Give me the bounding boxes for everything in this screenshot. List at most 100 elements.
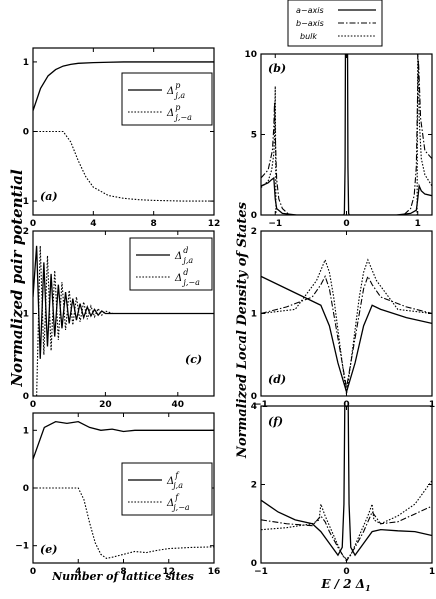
panel-e: 0 4 8 12 16−101(e)Δf j,aΔf j,−a: [15, 412, 221, 577]
panel-e-xtick-label: 0: [30, 567, 36, 577]
panel-f-series-dotted: [261, 480, 432, 560]
panel-a-legend-entry: Δp j,−a: [166, 103, 192, 122]
panel-a-ytick-label: −1: [15, 197, 29, 207]
right-x-axis-label: E / 2 Δ1: [320, 577, 370, 593]
left-x-axis-label: Number of lattice sites: [51, 570, 194, 583]
panel-c-legend-entry: Δd j,−a: [174, 268, 200, 287]
top-legend: a−axis b−axis bulk: [287, 0, 383, 47]
legend-sup: p: [175, 103, 180, 112]
panel-a-xtick-label: 12: [208, 219, 221, 229]
panel-e-legend-entry: Δf j,−a: [166, 493, 190, 512]
panel-b-label: (b): [268, 62, 286, 75]
panel-d-label: (d): [268, 373, 286, 386]
panel-e-legend-entry: Δf j,a: [166, 471, 183, 490]
panel-a-xtick-label: 0: [30, 219, 36, 229]
panel-f-ytick-label: 0: [251, 559, 257, 569]
panel-c-series-group: [33, 245, 214, 396]
panel-c-xtick-label: 0: [30, 400, 36, 410]
top-legend-label-b-axis: b−axis: [296, 19, 324, 28]
left-y-axis-label: Normalized pair potential: [8, 169, 26, 388]
panel-b-series-dashdot: [261, 60, 432, 215]
panel-e-ytick-label: 0: [23, 484, 29, 494]
panel-e-series-dotted: [33, 487, 214, 559]
panel-d-series-dashdot: [261, 274, 432, 388]
legend-sub: j,a: [171, 481, 183, 490]
panel-c-xtick-label: 40: [172, 400, 185, 410]
panel-b-ytick-label: 0: [251, 211, 257, 221]
panel-d-ytick-label: 0: [251, 392, 257, 402]
panel-e-xtick-label: 16: [208, 567, 221, 577]
legend-sub: j,−a: [171, 503, 190, 512]
legend-symbol: Δ: [166, 476, 174, 487]
panel-e-ytick-label: −1: [15, 542, 29, 552]
panel-c-ytick-label: 2: [23, 227, 29, 237]
panel-f-xtick-label: 0: [343, 567, 349, 577]
panel-e-series-solid: [33, 420, 214, 460]
panel-a-ytick-label: 1: [23, 58, 29, 68]
panel-c-ytick-label: 0: [23, 392, 29, 402]
panel-f-label: (f): [268, 415, 283, 428]
panel-b-ytick-label: 10: [244, 50, 257, 60]
panel-d-xtick-label: 0: [343, 400, 349, 410]
panel-b-ytick-label: 5: [251, 131, 257, 141]
panel-b-frame: [260, 53, 433, 216]
legend-symbol: Δ: [166, 86, 174, 97]
panel-a-series-dotted: [33, 130, 214, 202]
panel-f-frame: [260, 405, 433, 564]
panel-c-series-dotted: [36, 245, 214, 396]
panel-a-legend-entry: Δp j,a: [166, 81, 185, 100]
panel-d-series-group: [261, 258, 432, 395]
legend-sup: d: [183, 246, 188, 255]
panel-e-ytick-label: 1: [23, 426, 29, 436]
legend-sup: d: [183, 268, 188, 277]
panel-e-label: (e): [40, 543, 57, 556]
panel-b-series-group: [261, 54, 432, 215]
panel-e-series-group: [33, 420, 214, 559]
panel-d-series-dotted: [261, 258, 432, 395]
legend-sub: j,a: [181, 256, 193, 265]
top-legend-label-a-axis: a−axis: [296, 6, 324, 15]
panel-e-xtick-label: 4: [75, 567, 81, 577]
legend-sub: j,−a: [181, 278, 200, 287]
panel-b-xtick-label: 0: [343, 219, 349, 229]
panel-f-xtick-label: −1: [254, 567, 268, 577]
panel-b-series-dotted: [261, 54, 432, 215]
panel-e-legend-box: [121, 462, 213, 516]
legend-symbol: Δ: [174, 251, 182, 262]
panel-f-series-group: [261, 406, 432, 563]
panel-f-xtick-label: 1: [429, 567, 435, 577]
panel-b-xtick-label: 1: [415, 219, 421, 229]
panel-c-legend: Δd j,aΔd j,−a: [129, 237, 213, 291]
panel-c-legend-box: [129, 237, 213, 291]
panel-e-legend: Δf j,aΔf j,−a: [121, 462, 213, 516]
panel-a-xtick-label: 4: [90, 219, 96, 229]
panel-d-ytick-label: 1: [251, 310, 257, 320]
right-x-axis-label-main: E / 2 Δ: [320, 577, 365, 591]
panel-c-xtick-label: 20: [99, 400, 112, 410]
panel-a-series-group: [33, 61, 214, 202]
panel-d-frame: [260, 230, 433, 397]
panel-f-series-dashdot: [261, 505, 432, 563]
panel-b-xtick-label: −1: [268, 219, 282, 229]
panel-a: 0 4 8 12−101(a)Δp j,aΔp j,−a: [15, 47, 221, 229]
panel-e-xtick-label: 8: [120, 567, 126, 577]
legend-sub: j,−a: [173, 113, 192, 122]
panel-d-series-solid: [261, 275, 432, 395]
panel-a-legend: Δp j,aΔp j,−a: [121, 72, 213, 126]
right-y-axis-label: Normalized Local Density of States: [235, 201, 250, 459]
panel-f-series-solid: [261, 406, 432, 557]
panel-d-xtick-label: 1: [429, 400, 435, 410]
legend-symbol: Δ: [166, 108, 174, 119]
panel-c-legend-entry: Δd j,a: [174, 246, 193, 265]
legend-symbol: Δ: [166, 498, 174, 509]
panel-d-xtick-label: −1: [254, 400, 268, 410]
legend-sup: f: [174, 471, 180, 480]
top-legend-label-bulk: bulk: [300, 32, 317, 41]
legend-symbol: Δ: [174, 273, 182, 284]
panel-e-xtick-label: 12: [162, 567, 175, 577]
